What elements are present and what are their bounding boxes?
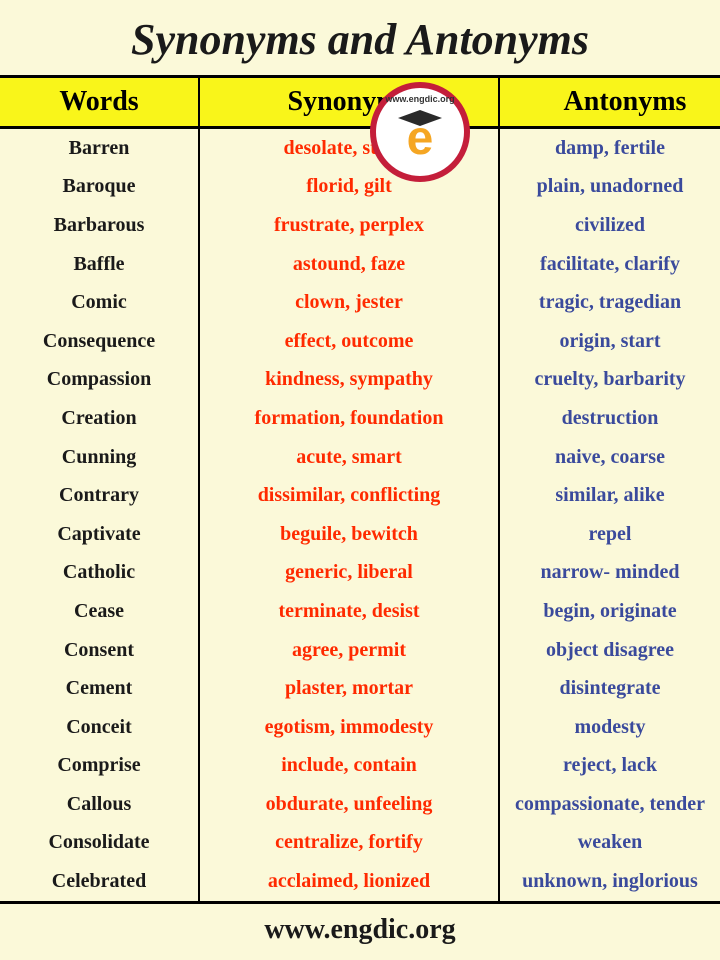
antonym-cell: civilized xyxy=(500,206,720,245)
table-row: Creationformation, foundationdestruction xyxy=(0,399,720,438)
word-cell: Consolidate xyxy=(0,824,200,863)
table-row: Compassionkindness, sympathycruelty, bar… xyxy=(0,361,720,400)
antonym-cell: begin, originate xyxy=(500,592,720,631)
antonym-cell: weaken xyxy=(500,824,720,863)
word-cell: Consequence xyxy=(0,322,200,361)
word-cell: Cement xyxy=(0,669,200,708)
table-body: Barrendesolate, steriledamp, fertileBaro… xyxy=(0,129,720,904)
header-antonyms: Antonyms xyxy=(500,78,720,126)
synonym-cell: plaster, mortar xyxy=(200,669,500,708)
word-cell: Catholic xyxy=(0,554,200,593)
word-cell: Cunning xyxy=(0,438,200,477)
word-cell: Comic xyxy=(0,283,200,322)
synonym-cell: florid, gilt xyxy=(200,168,500,207)
synonym-cell: frustrate, perplex xyxy=(200,206,500,245)
word-cell: Barbarous xyxy=(0,206,200,245)
table-row: Comicclown, jestertragic, tragedian xyxy=(0,283,720,322)
antonym-cell: similar, alike xyxy=(500,476,720,515)
synonym-cell: acclaimed, lionized xyxy=(200,862,500,901)
synonym-cell: agree, permit xyxy=(200,631,500,670)
antonym-cell: modesty xyxy=(500,708,720,747)
table-header: Words Synonyms Antonyms xyxy=(0,75,720,129)
synonym-cell: beguile, bewitch xyxy=(200,515,500,554)
antonym-cell: disintegrate xyxy=(500,669,720,708)
table-row: Consequenceeffect, outcomeorigin, start xyxy=(0,322,720,361)
word-cell: Baroque xyxy=(0,168,200,207)
table-row: Contrarydissimilar, conflictingsimilar, … xyxy=(0,476,720,515)
word-cell: Barren xyxy=(0,129,200,168)
antonym-cell: plain, unadorned xyxy=(500,168,720,207)
antonym-cell: facilitate, clarify xyxy=(500,245,720,284)
antonym-cell: tragic, tragedian xyxy=(500,283,720,322)
word-cell: Conceit xyxy=(0,708,200,747)
antonym-cell: origin, start xyxy=(500,322,720,361)
synonym-cell: obdurate, unfeeling xyxy=(200,785,500,824)
synonym-cell: kindness, sympathy xyxy=(200,361,500,400)
word-cell: Callous xyxy=(0,785,200,824)
antonym-cell: naive, coarse xyxy=(500,438,720,477)
table-row: Consentagree, permitobject disagree xyxy=(0,631,720,670)
synonym-cell: generic, liberal xyxy=(200,554,500,593)
synonym-cell: acute, smart xyxy=(200,438,500,477)
table-row: Baroqueflorid, giltplain, unadorned xyxy=(0,168,720,207)
table-row: Barrendesolate, steriledamp, fertile xyxy=(0,129,720,168)
antonym-cell: reject, lack xyxy=(500,747,720,786)
synonym-cell: formation, foundation xyxy=(200,399,500,438)
antonym-cell: object disagree xyxy=(500,631,720,670)
table-row: Captivatebeguile, bewitchrepel xyxy=(0,515,720,554)
table-row: Ceaseterminate, desistbegin, originate xyxy=(0,592,720,631)
word-cell: Baffle xyxy=(0,245,200,284)
brand-logo: www.engdic.org e xyxy=(370,82,470,182)
logo-url-text: www.engdic.org xyxy=(385,94,454,104)
antonym-cell: narrow- minded xyxy=(500,554,720,593)
word-cell: Captivate xyxy=(0,515,200,554)
table-row: Conceitegotism, immodestymodesty xyxy=(0,708,720,747)
table-row: Cementplaster, mortardisintegrate xyxy=(0,669,720,708)
antonym-cell: repel xyxy=(500,515,720,554)
table-row: Compriseinclude, containreject, lack xyxy=(0,747,720,786)
word-cell: Contrary xyxy=(0,476,200,515)
synonym-cell: effect, outcome xyxy=(200,322,500,361)
table-row: Barbarousfrustrate, perplexcivilized xyxy=(0,206,720,245)
synonym-cell: terminate, desist xyxy=(200,592,500,631)
graduation-cap-icon xyxy=(398,110,442,126)
table-row: Consolidatecentralize, fortifyweaken xyxy=(0,824,720,863)
table-row: Catholicgeneric, liberalnarrow- minded xyxy=(0,554,720,593)
table-row: Baffleastound, fazefacilitate, clarify xyxy=(0,245,720,284)
table-row: Celebratedacclaimed, lionizedunknown, in… xyxy=(0,862,720,901)
synonym-cell: dissimilar, conflicting xyxy=(200,476,500,515)
antonym-cell: damp, fertile xyxy=(500,129,720,168)
antonym-cell: destruction xyxy=(500,399,720,438)
table-row: Cunningacute, smartnaive, coarse xyxy=(0,438,720,477)
word-cell: Consent xyxy=(0,631,200,670)
word-cell: Celebrated xyxy=(0,862,200,901)
synonym-cell: centralize, fortify xyxy=(200,824,500,863)
word-cell: Comprise xyxy=(0,747,200,786)
antonym-cell: compassionate, tender xyxy=(500,785,720,824)
synonym-cell: egotism, immodesty xyxy=(200,708,500,747)
table-row: Callousobdurate, unfeelingcompassionate,… xyxy=(0,785,720,824)
word-cell: Cease xyxy=(0,592,200,631)
header-words: Words xyxy=(0,78,200,126)
word-cell: Compassion xyxy=(0,361,200,400)
page-title: Synonyms and Antonyms xyxy=(0,0,720,75)
antonym-cell: unknown, inglorious xyxy=(500,862,720,901)
antonym-cell: cruelty, barbarity xyxy=(500,361,720,400)
footer-url: www.engdic.org xyxy=(0,904,720,960)
synonym-cell: astound, faze xyxy=(200,245,500,284)
synonym-cell: clown, jester xyxy=(200,283,500,322)
synonym-cell: include, contain xyxy=(200,747,500,786)
word-cell: Creation xyxy=(0,399,200,438)
